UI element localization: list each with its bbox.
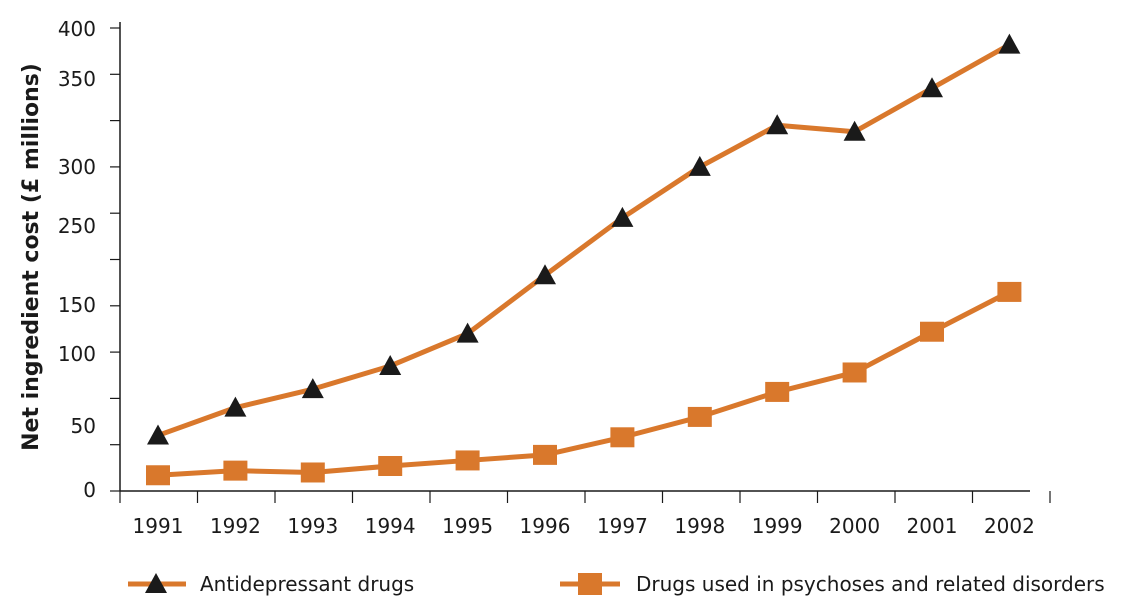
x-tick-label: 2001 (907, 514, 958, 538)
x-tick-label: 1996 (520, 514, 571, 538)
legend-item-antidepressant: Antidepressant drugs (128, 572, 414, 596)
x-tick-label: 1997 (597, 514, 648, 538)
data-point-square (687, 406, 712, 427)
data-point-square (455, 450, 480, 471)
x-tick-label: 1998 (674, 514, 725, 538)
x-tick-label: 1999 (752, 514, 803, 538)
data-point-square (533, 444, 557, 465)
data-point-triangle (301, 378, 324, 399)
data-point-triangle (921, 77, 943, 98)
y-tick-label: 50 (71, 414, 96, 438)
legend-label-antidepressant: Antidepressant drugs (200, 572, 414, 596)
y-axis-title: Net ingredient cost (£ millions) (19, 63, 44, 451)
legend: Antidepressant drugs Drugs used in psych… (128, 572, 1105, 596)
y-axis-ticks: 0 50 100 150 250 300 350 400 (58, 17, 120, 502)
series-line-antidepressant (157, 42, 1011, 438)
legend-label-psychoses: Drugs used in psychoses and related diso… (636, 572, 1105, 596)
legend-square-marker (578, 573, 602, 595)
data-point-triangle (688, 155, 711, 176)
x-axis-ticks: 1991 1992 1993 1994 1995 1996 1997 1998 1999 2000… (119, 491, 1051, 538)
y-tick-label: 0 (83, 478, 96, 502)
data-point-square (378, 455, 403, 476)
legend-item-psychoses: Drugs used in psychoses and related diso… (560, 572, 1105, 596)
data-point-triangle (766, 114, 789, 135)
data-point-square (146, 465, 170, 486)
data-point-square (223, 460, 248, 481)
y-axis-title-group: Net ingredient cost (£ millions) (19, 63, 44, 451)
y-tick-label: 350 (58, 67, 96, 91)
data-point-square (765, 381, 790, 402)
data-point-square (997, 281, 1022, 302)
y-tick-label: 100 (58, 342, 96, 366)
x-tick-label: 2002 (984, 514, 1035, 538)
data-point-square (610, 427, 635, 448)
x-tick-label: 1995 (442, 514, 493, 538)
x-tick-label: 1993 (287, 514, 338, 538)
data-point-square (920, 321, 944, 342)
series-markers (146, 33, 1022, 486)
data-point-triangle (224, 396, 247, 417)
data-point-triangle (147, 424, 169, 445)
x-tick-label: 1991 (133, 514, 184, 538)
series-line-psychoses (157, 289, 1011, 478)
series-lines (157, 42, 1011, 478)
data-point-triangle (998, 33, 1021, 54)
data-point-triangle (611, 206, 634, 227)
x-tick-label: 1994 (365, 514, 416, 538)
data-point-triangle (534, 264, 556, 285)
legend-triangle-marker (145, 573, 167, 593)
y-tick-label: 150 (58, 293, 96, 317)
data-point-square (300, 462, 325, 483)
y-tick-label: 300 (58, 155, 96, 179)
data-point-triangle (843, 120, 866, 141)
y-tick-label: 400 (58, 17, 96, 41)
y-tick-label: 250 (58, 214, 96, 238)
data-point-triangle (456, 322, 479, 343)
axes (119, 22, 1030, 492)
data-point-triangle (379, 354, 402, 375)
x-tick-label: 1992 (210, 514, 261, 538)
x-tick-label: 2000 (829, 514, 880, 538)
data-point-square (842, 362, 867, 383)
